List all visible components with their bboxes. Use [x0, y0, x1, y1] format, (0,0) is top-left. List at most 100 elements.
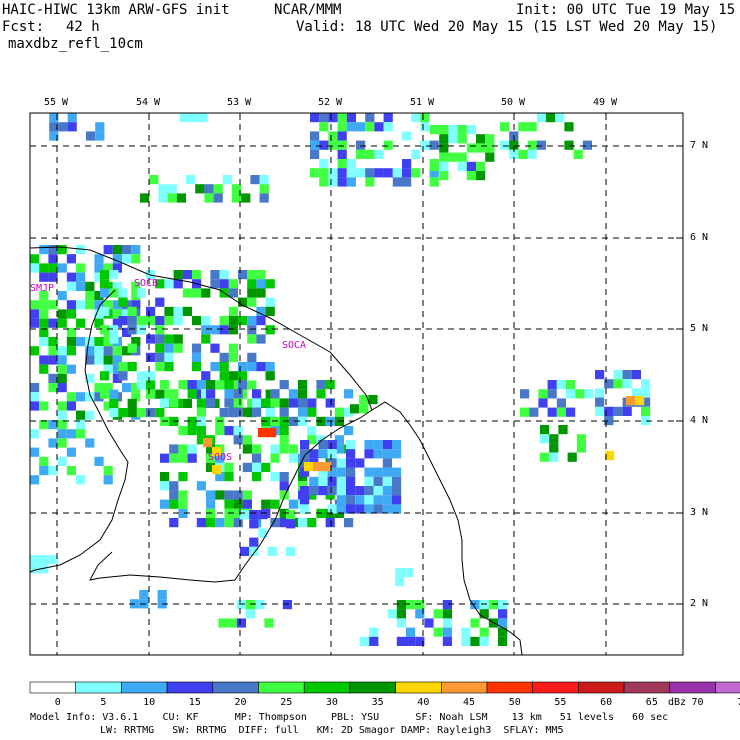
reflectivity-cell [39, 456, 49, 466]
reflectivity-cell [631, 388, 641, 398]
reflectivity-cell [233, 389, 243, 399]
reflectivity-cell [122, 245, 132, 255]
reflectivity-cell [233, 508, 243, 518]
reflectivity-cell [233, 398, 243, 408]
reflectivity-cell [155, 297, 165, 307]
plot-title: HAIC-HIWC 13km ARW-GFS init [2, 2, 230, 18]
reflectivity-cell [328, 177, 338, 187]
reflectivity-cell [201, 325, 211, 335]
reflectivity-cell [265, 362, 275, 372]
reflectivity-core-cell [212, 465, 222, 475]
colorbar-tick-label: 45 [463, 697, 476, 708]
reflectivity-cell [164, 343, 174, 353]
reflectivity-cell [201, 389, 211, 399]
reflectivity-cell [558, 425, 568, 435]
reflectivity-cell [406, 636, 416, 646]
reflectivity-cell [146, 352, 156, 362]
lon-label-52w: 52 W [318, 97, 343, 108]
reflectivity-cell [228, 343, 238, 353]
colorbar-tick-label: 20 [234, 697, 247, 708]
reflectivity-cell [346, 449, 356, 459]
reflectivity-cell [100, 270, 110, 280]
model-info-line-1: Model Info: V3.6.1 CU: KF MP: Thompson P… [30, 712, 669, 723]
reflectivity-cell [160, 398, 170, 408]
reflectivity-cell [76, 318, 86, 328]
reflectivity-cell [204, 184, 214, 194]
reflectivity-cell [76, 429, 86, 439]
reflectivity-cell [206, 389, 216, 399]
colorbar-segment [75, 681, 122, 694]
reflectivity-cell [100, 371, 110, 381]
reflectivity-cell [258, 510, 268, 520]
reflectivity-cell [466, 125, 476, 135]
reflectivity-cell [622, 370, 632, 380]
reflectivity-cell [622, 406, 632, 416]
reflectivity-cell [118, 288, 128, 298]
reflectivity-cell [259, 184, 269, 194]
reflectivity-cell [249, 519, 259, 529]
reflectivity-cell [57, 373, 67, 383]
reflectivity-cell [498, 618, 508, 628]
reflectivity-cell [204, 193, 214, 203]
reflectivity-cell [346, 440, 356, 450]
reflectivity-cell [527, 149, 537, 159]
colorbar-segment [395, 681, 442, 694]
reflectivity-cell [149, 175, 159, 185]
reflectivity-cell [288, 499, 298, 509]
reflectivity-cell [364, 486, 374, 496]
reflectivity-cell [318, 476, 328, 486]
reflectivity-cell [164, 279, 174, 289]
reflectivity-cell [270, 389, 280, 399]
reflectivity-cell [433, 627, 443, 637]
reflectivity-cell [310, 168, 320, 178]
reflectivity-cell [58, 122, 68, 132]
reflectivity-cell [325, 380, 335, 390]
reflectivity-cell [604, 379, 614, 389]
reflectivity-cell [392, 495, 402, 505]
reflectivity-cell [39, 564, 49, 574]
reflectivity-cell [337, 131, 347, 141]
reflectivity-cell [146, 380, 156, 390]
reflectivity-cell [346, 476, 356, 486]
reflectivity-cell [85, 291, 95, 301]
reflectivity-cell [146, 371, 156, 381]
reflectivity-cell [327, 449, 337, 459]
reflectivity-cell [192, 288, 202, 298]
colorbar-segment [303, 681, 351, 694]
reflectivity-cell [547, 380, 557, 390]
reflectivity-cell [241, 193, 251, 203]
reflectivity-cell [192, 270, 202, 280]
reflectivity-cell [136, 408, 146, 418]
reflectivity-cell [48, 438, 58, 448]
reflectivity-cell [382, 486, 392, 496]
reflectivity-cell [103, 383, 113, 393]
colorbar-segment [166, 681, 214, 694]
reflectivity-cell [228, 288, 238, 298]
reflectivity-cell [109, 325, 119, 335]
reflectivity-cell [485, 152, 495, 162]
reflectivity-cell [439, 152, 449, 162]
reflectivity-cell [57, 318, 67, 328]
reflectivity-cell [466, 143, 476, 153]
reflectivity-cell [210, 279, 220, 289]
reflectivity-cell [392, 504, 402, 514]
reflectivity-cell [178, 380, 188, 390]
colorbar-segment [715, 681, 740, 694]
reflectivity-cell [155, 352, 165, 362]
reflectivity-cell [201, 334, 211, 344]
reflectivity-cell [157, 590, 167, 600]
reflectivity-cell [224, 518, 234, 528]
reflectivity-cell [48, 337, 58, 347]
lat-label-3n: 3 N [690, 507, 709, 518]
reflectivity-cell [402, 168, 412, 178]
reflectivity-cell [288, 398, 298, 408]
reflectivity-cell [613, 370, 623, 380]
reflectivity-cell [346, 458, 356, 468]
reflectivity-cell [355, 495, 365, 505]
reflectivity-cell [430, 161, 440, 171]
reflectivity-cell [122, 383, 132, 393]
reflectivity-cell [564, 140, 574, 150]
reflectivity-cell [173, 306, 183, 316]
reflectivity-core-cell [203, 438, 213, 448]
lon-label-49w: 49 W [593, 97, 618, 108]
